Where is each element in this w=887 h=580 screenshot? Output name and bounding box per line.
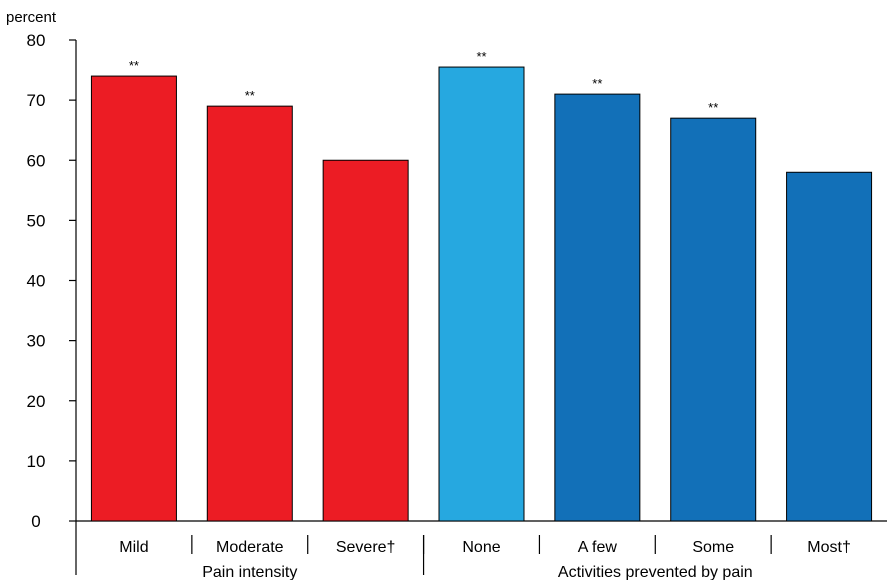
y-tick-label: 10 — [27, 452, 46, 471]
bar — [90, 75, 177, 522]
bar — [206, 105, 293, 522]
significance-marker: ** — [245, 88, 255, 103]
significance-marker: ** — [592, 76, 602, 91]
y-tick-label: 40 — [27, 272, 46, 291]
y-axis-ticks: 0 10 20 30 40 50 60 70 80 — [27, 31, 76, 531]
bar — [438, 66, 525, 522]
group-label: Activities prevented by pain — [558, 564, 753, 580]
category-label: Moderate — [216, 539, 284, 556]
bar — [322, 159, 409, 522]
significance-marker: ** — [708, 100, 718, 115]
y-tick-label: 70 — [27, 91, 46, 110]
bars: ** ** ** ** ** — [90, 49, 873, 522]
category-label: None — [462, 539, 500, 556]
category-label: Most† — [807, 539, 851, 556]
y-tick-label: 0 — [31, 512, 40, 531]
y-tick-label: 20 — [27, 392, 46, 411]
y-tick-label: 30 — [27, 332, 46, 351]
category-label: A few — [578, 539, 618, 556]
category-label: Severe† — [336, 539, 396, 556]
group-label: Pain intensity — [202, 564, 297, 580]
category-labels: Mild Moderate Severe† None A few Some Most† — [119, 535, 851, 556]
y-axis-unit-label: percent — [6, 9, 57, 26]
category-label: Mild — [119, 539, 148, 556]
significance-marker: ** — [476, 49, 486, 64]
group-labels: Pain intensity Activities prevented by pa… — [202, 535, 753, 580]
category-label: Some — [692, 539, 734, 556]
bar — [554, 93, 641, 522]
y-tick-label: 80 — [27, 31, 46, 50]
bar — [786, 171, 873, 522]
bar — [670, 117, 757, 522]
significance-marker: ** — [129, 58, 139, 73]
y-tick-label: 60 — [27, 151, 46, 170]
y-tick-label: 50 — [27, 211, 46, 230]
